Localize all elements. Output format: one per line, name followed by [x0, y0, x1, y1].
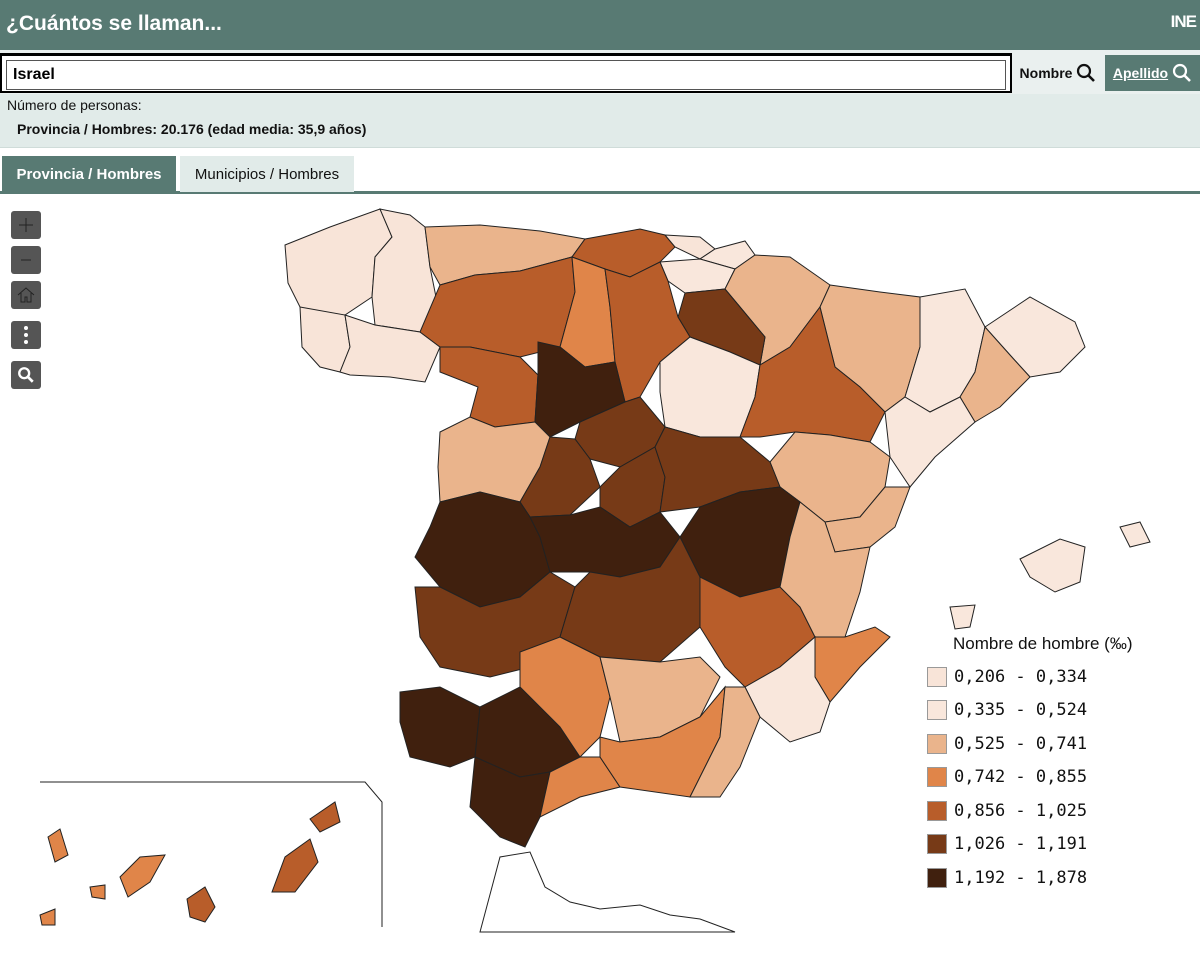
home-icon — [17, 287, 35, 303]
north-africa-coast — [479, 851, 736, 933]
legend-item: 0,206 - 0,334 — [927, 660, 1187, 694]
province-almeria[interactable] — [689, 686, 761, 798]
zoom-in-icon — [19, 218, 33, 232]
search-bar: Nombre Apellido — [0, 50, 1200, 94]
more-icon — [24, 326, 28, 344]
map-search-button[interactable] — [11, 361, 41, 389]
zoom-out-button[interactable] — [11, 246, 41, 274]
legend-swatch — [927, 800, 947, 821]
province-pontevedra[interactable] — [299, 306, 351, 373]
legend-swatch — [927, 666, 947, 687]
apellido-button[interactable]: Apellido — [1105, 55, 1200, 91]
legend-item: 0,335 - 0,524 — [927, 694, 1187, 728]
zoom-in-button[interactable] — [11, 211, 41, 239]
map-area[interactable]: Nombre de hombre (‰) 0,206 - 0,334 0,335… — [0, 197, 1200, 977]
province-huelva[interactable] — [399, 686, 481, 768]
zoom-out-icon — [21, 259, 31, 261]
search-icon — [18, 367, 34, 383]
legend-swatch — [927, 867, 947, 888]
canarias-inset-frame — [40, 781, 383, 927]
legend-item: 0,742 - 0,855 — [927, 761, 1187, 795]
info-panel: Número de personas: Provincia / Hombres:… — [0, 94, 1200, 148]
top-bar: ¿Cuántos se llaman... INE — [0, 0, 1200, 50]
info-label: Número de personas: — [7, 97, 142, 113]
province-baleares[interactable] — [949, 521, 1151, 630]
legend-label: 0,206 - 0,334 — [954, 666, 1088, 687]
map-legend: Nombre de hombre (‰) 0,206 - 0,334 0,335… — [927, 634, 1187, 895]
legend-swatch — [927, 733, 947, 754]
spain-province-map[interactable] — [0, 197, 1200, 977]
legend-item: 0,525 - 0,741 — [927, 727, 1187, 761]
province-cadiz[interactable] — [469, 756, 551, 848]
legend-swatch — [927, 700, 947, 721]
legend-label: 0,335 - 0,524 — [954, 700, 1088, 721]
province-zamora[interactable] — [439, 346, 539, 428]
legend-label: 0,742 - 0,855 — [954, 767, 1088, 788]
legend-swatch — [927, 767, 947, 788]
legend-title: Nombre de hombre (‰) — [953, 634, 1133, 653]
apellido-button-label: Apellido — [1112, 65, 1169, 81]
search-input[interactable] — [6, 60, 1006, 90]
legend-item: 1,192 - 1,878 — [927, 861, 1187, 895]
province-ourense[interactable] — [339, 314, 441, 383]
province-tarragona[interactable] — [884, 396, 976, 488]
tab-provincia-hombres[interactable]: Provincia / Hombres — [2, 156, 176, 192]
legend-item: 0,856 - 1,025 — [927, 794, 1187, 828]
province-santa-cruz-tenerife[interactable] — [39, 828, 166, 926]
legend-label: 1,026 - 1,191 — [954, 834, 1088, 855]
search-icon — [1077, 63, 1096, 82]
province-murcia[interactable] — [744, 635, 831, 743]
legend-swatch — [927, 834, 947, 855]
tab-bar: Provincia / Hombres Municipios / Hombres — [0, 156, 1200, 194]
province-toledo[interactable] — [529, 506, 681, 578]
nombre-button-label: Nombre — [1019, 65, 1073, 81]
home-button[interactable] — [11, 281, 41, 309]
legend-item: 1,026 - 1,191 — [927, 828, 1187, 862]
info-stats: Provincia / Hombres: 20.176 (edad media:… — [17, 121, 367, 137]
search-frame — [0, 53, 1012, 93]
province-las-palmas[interactable] — [186, 801, 341, 923]
search-icon — [1173, 63, 1192, 82]
legend-label: 0,856 - 1,025 — [954, 800, 1088, 821]
app-title: ¿Cuántos se llaman... — [6, 12, 222, 35]
tab-municipios-hombres[interactable]: Municipios / Hombres — [180, 156, 354, 192]
ine-logo[interactable]: INE — [1170, 12, 1197, 31]
nombre-button[interactable]: Nombre — [1014, 56, 1102, 90]
province-alicante[interactable] — [814, 626, 891, 703]
legend-label: 0,525 - 0,741 — [954, 733, 1088, 754]
more-button[interactable] — [11, 321, 41, 349]
legend-label: 1,192 - 1,878 — [954, 867, 1088, 888]
